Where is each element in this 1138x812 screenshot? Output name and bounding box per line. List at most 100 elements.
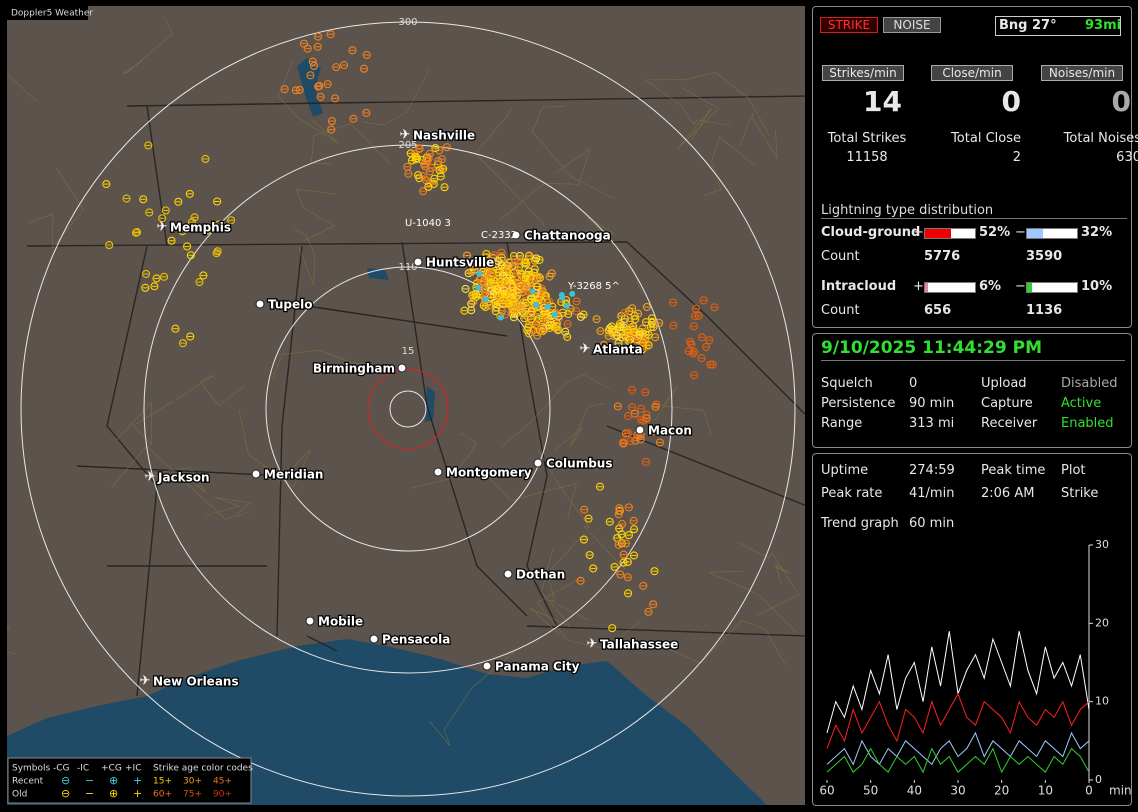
sign: +: [913, 225, 924, 240]
strike: [620, 331, 629, 340]
strike: [513, 274, 523, 284]
strike: [214, 220, 224, 229]
strike: [414, 171, 423, 180]
noise-button[interactable]: NOISE: [883, 17, 941, 33]
strike: [145, 208, 154, 217]
strike: [655, 318, 664, 328]
strike: [529, 288, 536, 295]
x-tick-label: 60: [819, 784, 834, 798]
total-label: Total Noises: [1063, 131, 1138, 146]
city-label: Tupelo: [268, 298, 313, 312]
strike: [624, 429, 633, 438]
road: [644, 78, 731, 126]
strike: [150, 282, 159, 291]
city-dot: [369, 634, 379, 644]
strike: [509, 297, 518, 306]
strike: [167, 236, 176, 245]
road: [296, 188, 337, 242]
city-dot: [251, 469, 261, 479]
strike: [620, 314, 629, 323]
strike: [532, 254, 541, 263]
city-label: Nashville: [413, 129, 475, 143]
strike: [511, 257, 520, 267]
strike: [178, 227, 187, 236]
strike: [327, 125, 336, 134]
status-value: 313 mi: [909, 416, 955, 431]
strike: [411, 152, 420, 161]
legend-label: Old: [12, 790, 27, 800]
strike: [359, 64, 369, 73]
strike: [522, 282, 531, 291]
range-ring: [143, 144, 673, 674]
strike: [644, 607, 653, 616]
strike: [310, 61, 319, 71]
city-label: Birmingham: [313, 362, 395, 376]
strike: [563, 302, 570, 309]
strike: [579, 535, 589, 544]
total-label: Total Close: [951, 131, 1021, 146]
city-dot: [413, 257, 423, 267]
strike: [533, 331, 542, 340]
strike: [526, 315, 536, 324]
city-label: Mobile: [318, 615, 363, 629]
strike: [295, 85, 304, 94]
road: [175, 374, 246, 406]
x-tick-label: 0: [1085, 784, 1093, 798]
strike: [535, 273, 544, 282]
strike: [612, 331, 621, 340]
x-tick-label: 30: [950, 784, 965, 798]
road: [739, 112, 778, 159]
strike: [553, 325, 562, 334]
road: [111, 445, 250, 520]
strike: [174, 197, 183, 206]
strike: [102, 180, 111, 189]
strike: [141, 283, 150, 292]
type-label: Cloud-ground: [821, 225, 921, 240]
city-label: Montgomery: [446, 466, 532, 480]
strike: [655, 438, 664, 447]
strike: [708, 360, 717, 369]
road: [531, 105, 615, 200]
strike: [604, 326, 614, 335]
status-value: 0: [909, 376, 918, 391]
bar-fill: [1027, 229, 1043, 238]
strike: [199, 271, 208, 280]
bar-fill: [1027, 283, 1032, 292]
strike: [561, 327, 570, 336]
road: [122, 17, 173, 75]
strike: [195, 278, 204, 287]
legend-label: +CG: [101, 764, 122, 774]
strike: [500, 310, 510, 319]
x-axis-label: min: [1109, 784, 1131, 798]
road: [293, 228, 316, 286]
strike: [710, 303, 719, 312]
strike: [508, 305, 517, 314]
strike: [592, 315, 601, 324]
strike: [533, 301, 540, 308]
bar-fill: [925, 229, 951, 238]
strike-button[interactable]: STRIKE: [820, 17, 878, 33]
strike: [624, 329, 634, 339]
range-ring: [265, 266, 551, 552]
total-value: 630: [1116, 150, 1138, 165]
strike: [326, 30, 335, 39]
strike: [563, 332, 572, 341]
road: [116, 400, 174, 446]
lake: [297, 58, 435, 422]
strike: [614, 540, 623, 549]
strike: [160, 272, 169, 281]
city-label: Atlanta: [593, 343, 643, 357]
legend-label: Symbols: [12, 764, 51, 774]
strike: [509, 313, 518, 322]
strike: [437, 155, 446, 164]
legend-box: [7, 757, 252, 804]
strike: [185, 189, 194, 198]
strike: [131, 228, 141, 237]
state-border: [26, 241, 628, 247]
city-dot: [503, 569, 513, 579]
strike: [649, 600, 658, 609]
strike: [139, 195, 148, 204]
strike: [323, 80, 332, 89]
strike: [624, 411, 633, 421]
bearing: Bng 27°: [999, 18, 1057, 33]
